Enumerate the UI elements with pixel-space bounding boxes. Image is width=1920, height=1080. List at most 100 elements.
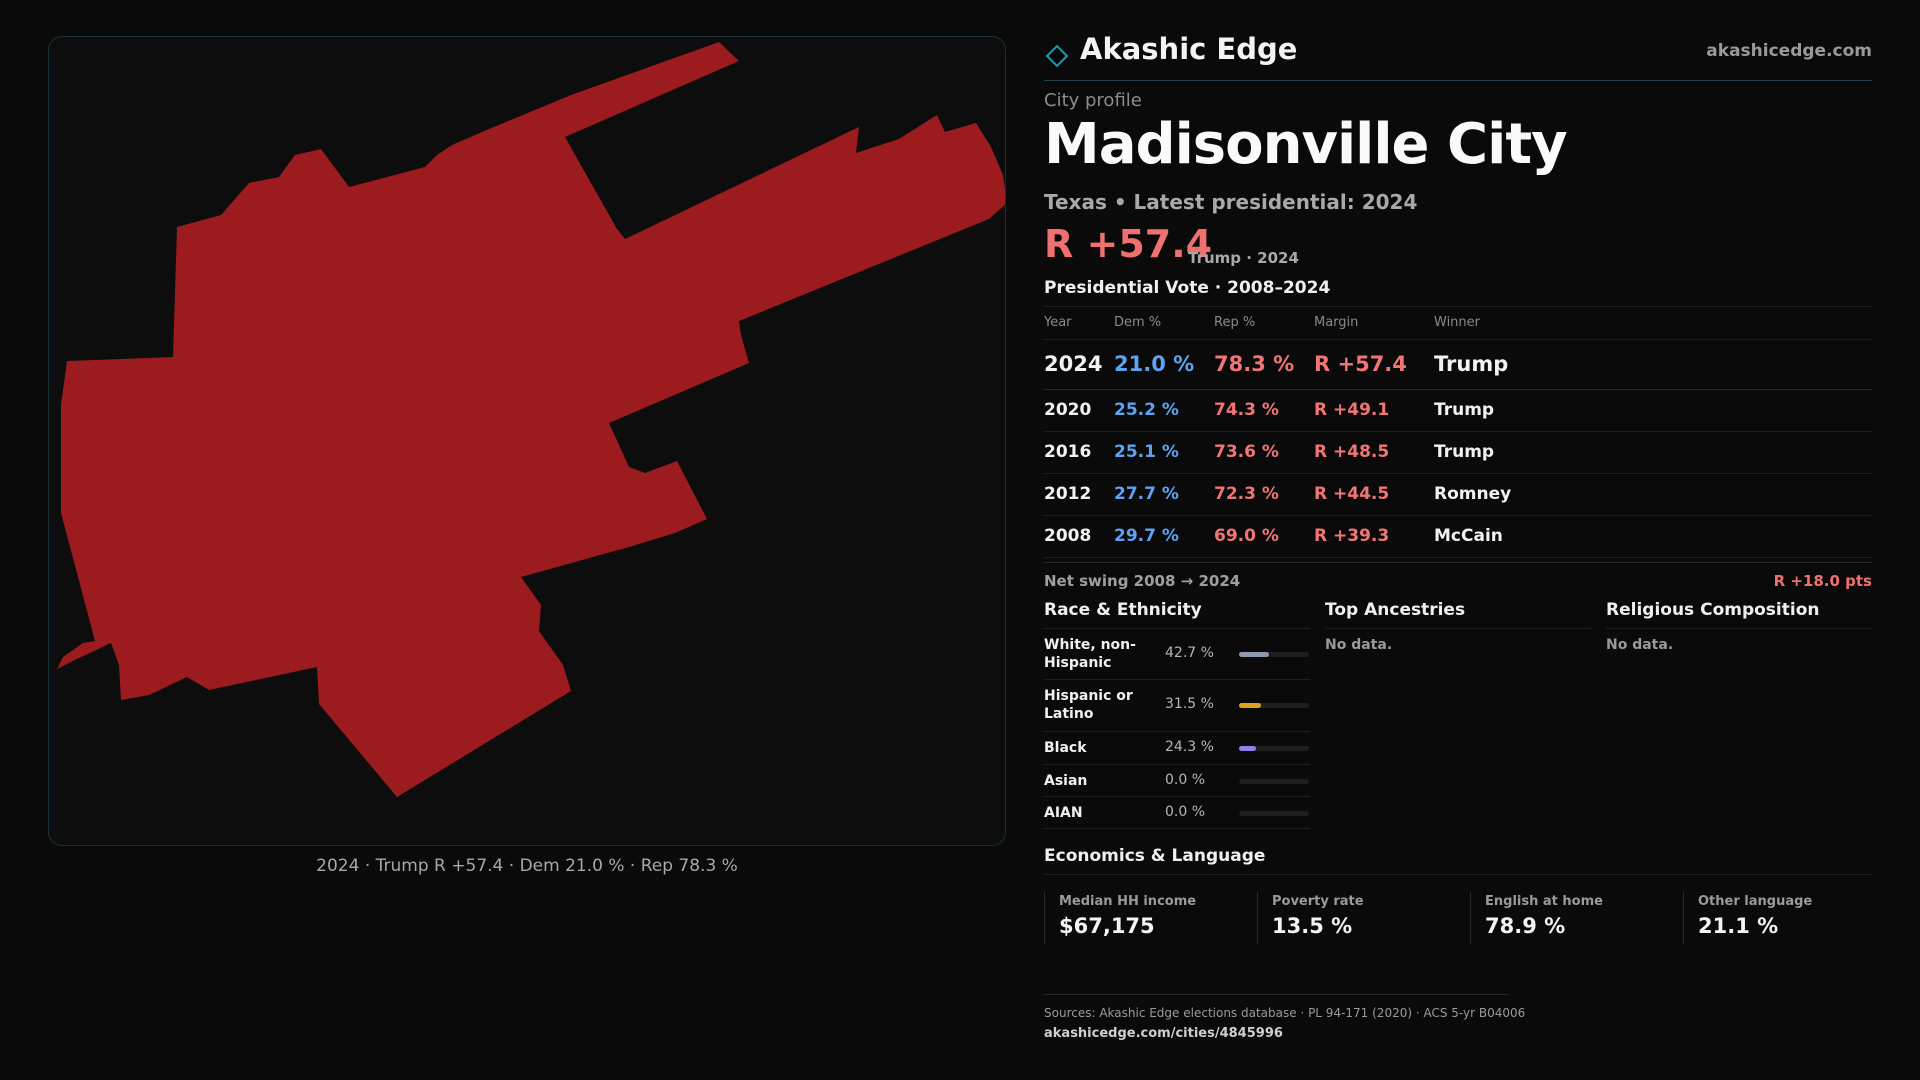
sources-text: Sources: Akashic Edge elections database… bbox=[1044, 1006, 1526, 1020]
race-label: Hispanic or Latino bbox=[1044, 688, 1133, 722]
vote-year: 2016 bbox=[1044, 442, 1092, 462]
vote-row-2024[interactable]: 2024 21.0 % 78.3 % R +57.4 Trump bbox=[1044, 340, 1872, 390]
page-title: Madisonville City bbox=[1044, 112, 1568, 177]
race-pct: 31.5 % bbox=[1165, 696, 1214, 712]
brand-name[interactable]: Akashic Edge bbox=[1080, 32, 1298, 66]
latest-margin: R +57.4 bbox=[1044, 222, 1213, 266]
stat-value: 78.9 % bbox=[1485, 914, 1566, 938]
race-row-black: Black 24.3 % bbox=[1044, 732, 1310, 765]
net-swing-label: Net swing 2008 → 2024 bbox=[1044, 572, 1241, 590]
source-url-link[interactable]: akashicedge.com/cities/4845996 bbox=[1044, 1026, 1283, 1041]
vote-margin: R +49.1 bbox=[1314, 400, 1390, 420]
race-label: Asian bbox=[1044, 773, 1088, 789]
race-pct: 0.0 % bbox=[1165, 772, 1206, 788]
vote-dem: 25.1 % bbox=[1114, 442, 1179, 462]
race-row-asian: Asian 0.0 % bbox=[1044, 765, 1310, 797]
vote-rep: 69.0 % bbox=[1214, 526, 1279, 546]
net-swing-value: R +18.0 pts bbox=[1773, 572, 1872, 590]
vote-margin: R +39.3 bbox=[1314, 526, 1390, 546]
religion-title: Religious Composition bbox=[1606, 600, 1872, 629]
economics-title: Economics & Language bbox=[1044, 846, 1872, 875]
net-swing-row: Net swing 2008 → 2024 R +18.0 pts bbox=[1044, 562, 1872, 593]
ancestries-section: Top Ancestries No data. bbox=[1325, 600, 1591, 653]
vote-winner: McCain bbox=[1434, 526, 1503, 546]
race-label: AIAN bbox=[1044, 805, 1083, 821]
stat-english-at-home: English at home 78.9 % bbox=[1470, 892, 1670, 944]
vote-year: 2024 bbox=[1044, 352, 1103, 376]
vote-dem: 21.0 % bbox=[1114, 352, 1195, 376]
race-bar-fill bbox=[1239, 703, 1262, 708]
vote-margin: R +57.4 bbox=[1314, 352, 1407, 376]
header-margin: Margin bbox=[1314, 315, 1359, 330]
vote-rep: 73.6 % bbox=[1214, 442, 1279, 462]
vote-winner: Trump bbox=[1434, 400, 1495, 420]
vote-year: 2020 bbox=[1044, 400, 1092, 420]
vote-margin: R +48.5 bbox=[1314, 442, 1390, 462]
page-kicker: City profile bbox=[1044, 90, 1142, 111]
vote-table-header: Year Dem % Rep % Margin Winner bbox=[1044, 306, 1872, 340]
header-rep: Rep % bbox=[1214, 315, 1256, 330]
brand-url-link[interactable]: akashicedge.com bbox=[1706, 41, 1872, 61]
vote-year: 2008 bbox=[1044, 526, 1092, 546]
race-bar-track bbox=[1239, 703, 1309, 708]
stat-label: Median HH income bbox=[1059, 894, 1197, 909]
vote-table-title: Presidential Vote · 2008–2024 bbox=[1044, 278, 1331, 298]
vote-row-2016[interactable]: 2016 25.1 % 73.6 % R +48.5 Trump bbox=[1044, 432, 1872, 474]
race-label: Black bbox=[1044, 740, 1087, 756]
race-pct: 24.3 % bbox=[1165, 739, 1214, 755]
header-winner: Winner bbox=[1434, 315, 1481, 330]
religion-empty-text: No data. bbox=[1606, 637, 1674, 653]
ancestries-empty-text: No data. bbox=[1325, 637, 1393, 653]
race-bar-fill bbox=[1239, 746, 1256, 751]
city-boundary-map[interactable] bbox=[48, 36, 1006, 846]
stat-other-language: Other language 21.1 % bbox=[1683, 892, 1883, 944]
stat-label: English at home bbox=[1485, 894, 1603, 909]
religion-section: Religious Composition No data. bbox=[1606, 600, 1872, 653]
race-pct: 42.7 % bbox=[1165, 645, 1214, 661]
race-bar-track bbox=[1239, 746, 1309, 751]
brand-header: Akashic Edge akashicedge.com bbox=[1044, 30, 1872, 81]
stat-value: 13.5 % bbox=[1272, 914, 1353, 938]
city-boundary-svg bbox=[57, 42, 1006, 797]
race-ethnicity-title: Race & Ethnicity bbox=[1044, 600, 1310, 629]
latest-margin-note: Trump · 2024 bbox=[1188, 249, 1299, 267]
diamond-logo-icon bbox=[1046, 45, 1068, 67]
stat-value: 21.1 % bbox=[1698, 914, 1779, 938]
race-row-white: White, non-Hispanic 42.7 % bbox=[1044, 629, 1310, 680]
city-boundary-shape[interactable] bbox=[57, 42, 1006, 797]
race-bar-track bbox=[1239, 652, 1309, 657]
race-label: White, non-Hispanic bbox=[1044, 637, 1136, 671]
footer-divider bbox=[1044, 994, 1508, 995]
vote-rep: 74.3 % bbox=[1214, 400, 1279, 420]
race-bar-track bbox=[1239, 779, 1309, 784]
stat-label: Other language bbox=[1698, 894, 1813, 909]
vote-row-2008[interactable]: 2008 29.7 % 69.0 % R +39.3 McCain bbox=[1044, 516, 1872, 558]
vote-margin: R +44.5 bbox=[1314, 484, 1390, 504]
page-subtitle: Texas • Latest presidential: 2024 bbox=[1044, 190, 1418, 214]
vote-winner: Trump bbox=[1434, 352, 1509, 376]
stat-median-income: Median HH income $67,175 bbox=[1044, 892, 1244, 944]
ancestries-title: Top Ancestries bbox=[1325, 600, 1591, 629]
race-bar-track bbox=[1239, 811, 1309, 816]
race-pct: 0.0 % bbox=[1165, 804, 1206, 820]
map-caption: 2024 · Trump R +57.4 · Dem 21.0 % · Rep … bbox=[316, 856, 738, 876]
race-row-aian: AIAN 0.0 % bbox=[1044, 797, 1310, 829]
header-year: Year bbox=[1044, 315, 1072, 330]
stat-value: $67,175 bbox=[1059, 914, 1155, 938]
race-ethnicity-section: Race & Ethnicity White, non-Hispanic 42.… bbox=[1044, 600, 1310, 829]
vote-dem: 27.7 % bbox=[1114, 484, 1179, 504]
city-profile-panel: Akashic Edge akashicedge.com City profil… bbox=[1044, 0, 1872, 1080]
vote-table: Year Dem % Rep % Margin Winner 2024 21.0… bbox=[1044, 306, 1872, 558]
vote-winner: Trump bbox=[1434, 442, 1495, 462]
vote-row-2012[interactable]: 2012 27.7 % 72.3 % R +44.5 Romney bbox=[1044, 474, 1872, 516]
vote-dem: 29.7 % bbox=[1114, 526, 1179, 546]
vote-rep: 78.3 % bbox=[1214, 352, 1295, 376]
race-row-hispanic: Hispanic or Latino 31.5 % bbox=[1044, 680, 1310, 732]
vote-dem: 25.2 % bbox=[1114, 400, 1179, 420]
stat-label: Poverty rate bbox=[1272, 894, 1364, 909]
vote-rep: 72.3 % bbox=[1214, 484, 1279, 504]
vote-winner: Romney bbox=[1434, 484, 1512, 504]
header-dem: Dem % bbox=[1114, 315, 1162, 330]
vote-row-2020[interactable]: 2020 25.2 % 74.3 % R +49.1 Trump bbox=[1044, 390, 1872, 432]
race-bar-fill bbox=[1239, 652, 1269, 657]
